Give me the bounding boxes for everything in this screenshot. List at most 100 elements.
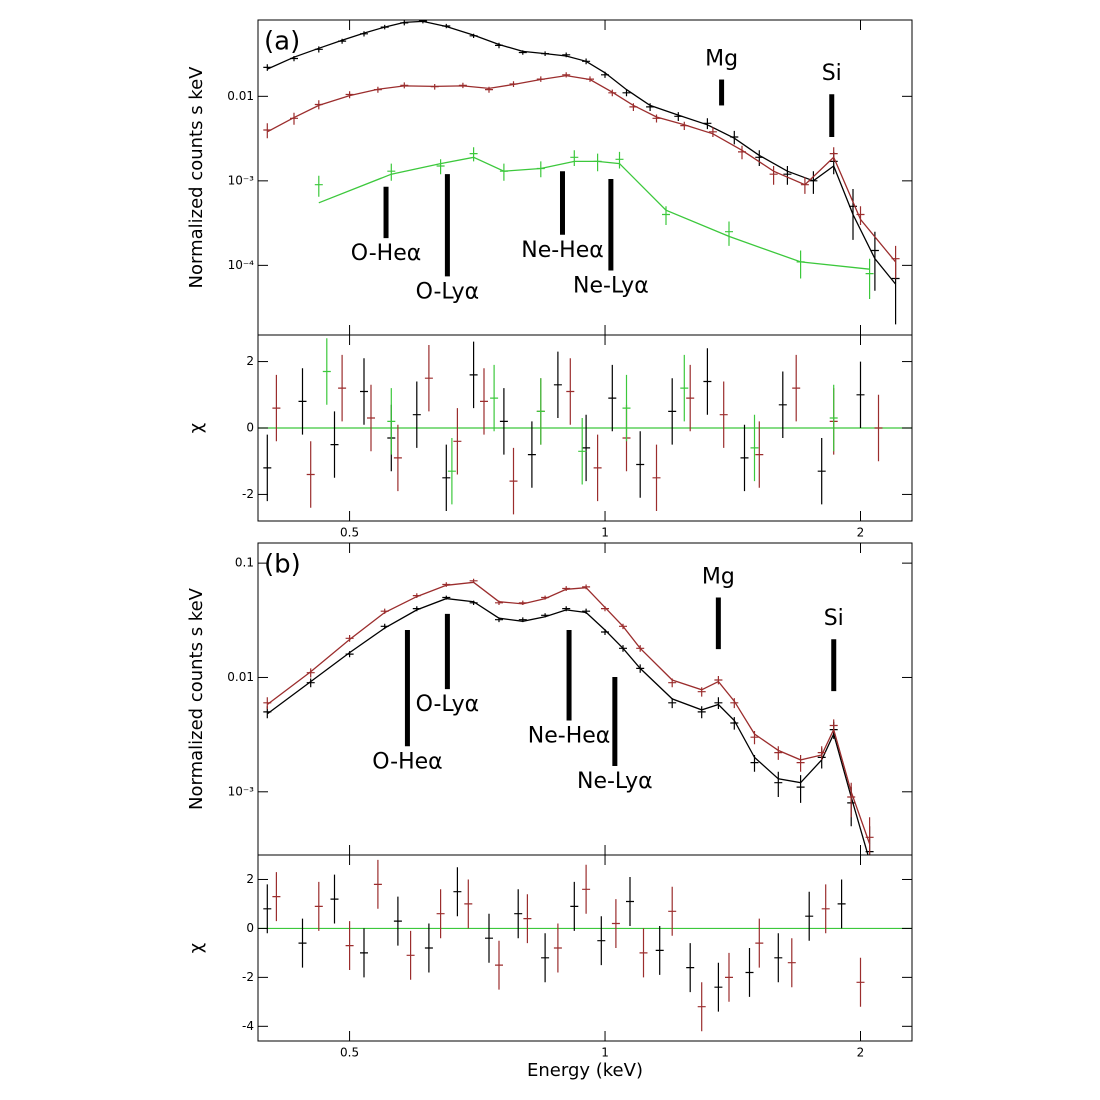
- model-line: [266, 581, 871, 845]
- data-point: [272, 374, 281, 442]
- data-point: [847, 782, 856, 818]
- line-label: O-Heα: [372, 749, 442, 774]
- data-point: [668, 678, 677, 688]
- x-tick-label: 0.5: [340, 1046, 359, 1060]
- residual-plot: [258, 338, 912, 515]
- data-point: [849, 189, 857, 240]
- data-point: [593, 434, 602, 502]
- y-tick-label: 0: [246, 921, 254, 935]
- data-point: [290, 56, 298, 62]
- data-point: [322, 338, 331, 405]
- data-point: [725, 221, 733, 246]
- data-point: [263, 123, 272, 139]
- data-point: [622, 374, 631, 442]
- data-point: [562, 52, 571, 58]
- data-point: [306, 668, 315, 678]
- data-point: [518, 50, 527, 55]
- data-point: [330, 411, 339, 478]
- data-point: [856, 206, 865, 225]
- data-point: [566, 358, 575, 425]
- data-point: [570, 150, 579, 166]
- x-tick-label: 2: [857, 526, 865, 540]
- data-point: [469, 600, 478, 605]
- data-point: [636, 645, 645, 652]
- data-point: [360, 928, 368, 978]
- x-tick-label: 2: [857, 1046, 865, 1060]
- data-point: [829, 384, 838, 452]
- data-point: [674, 112, 683, 121]
- y-axis-label: χ: [186, 423, 207, 433]
- data-point: [338, 354, 347, 422]
- data-point: [817, 746, 826, 760]
- plot-frame: [257, 854, 913, 1042]
- data-point: [856, 361, 865, 428]
- y-tick-label: 0.1: [235, 556, 254, 570]
- data-point: [668, 698, 677, 709]
- panel-label: (b): [264, 550, 301, 580]
- data-point: [615, 151, 624, 169]
- data-point: [740, 424, 749, 492]
- data-point: [697, 706, 706, 719]
- y-tick-label: -2: [242, 970, 254, 984]
- data-point: [714, 962, 723, 1012]
- line-label: Mg: [702, 565, 735, 590]
- data-point: [601, 71, 609, 78]
- y-axis-label: Normalized counts s keV: [186, 587, 207, 810]
- data-point: [582, 584, 591, 590]
- data-point: [796, 250, 805, 279]
- data-point: [714, 676, 723, 685]
- data-point: [792, 354, 801, 422]
- data-point: [646, 103, 655, 111]
- data-point: [796, 755, 805, 772]
- data-point: [424, 345, 433, 412]
- data-point: [636, 431, 645, 498]
- line-label: Ne-Lyα: [577, 769, 653, 794]
- data-point: [750, 755, 759, 772]
- data-point: [495, 617, 503, 623]
- line-label: O-Lyα: [416, 279, 480, 304]
- data-point: [485, 913, 493, 963]
- data-point: [652, 444, 661, 511]
- data-point: [714, 697, 723, 709]
- line-label: Ne-Heα: [528, 724, 611, 749]
- data-point: [523, 894, 532, 944]
- data-point: [499, 388, 508, 455]
- data-point: [458, 82, 467, 89]
- data-point: [562, 72, 571, 78]
- line-label: Ne-Heα: [521, 238, 604, 263]
- data-point: [686, 364, 695, 432]
- data-point: [536, 378, 545, 445]
- data-point: [424, 923, 433, 973]
- panel-label: (a): [264, 27, 300, 57]
- y-tick-label: -2: [242, 487, 254, 501]
- data-point: [464, 879, 473, 929]
- data-point: [442, 444, 451, 511]
- residual-plot: [258, 859, 912, 1032]
- data-point: [582, 58, 591, 65]
- data-point: [622, 89, 631, 97]
- y-tick-label: 10⁻⁴: [228, 258, 255, 272]
- data-point: [582, 414, 591, 482]
- data-point: [553, 351, 562, 418]
- data-point: [298, 918, 307, 968]
- data-point: [263, 884, 272, 934]
- data-point: [639, 928, 648, 978]
- data-point: [314, 100, 323, 110]
- y-tick-label: 10⁻³: [228, 784, 255, 798]
- data-point: [263, 697, 272, 709]
- data-point: [783, 166, 792, 185]
- data-point: [730, 130, 739, 145]
- line-label: Mg: [705, 47, 738, 72]
- data-point: [436, 889, 445, 939]
- data-point: [586, 76, 594, 82]
- data-point: [787, 938, 796, 988]
- data-point: [490, 364, 499, 432]
- data-point: [480, 368, 488, 435]
- y-axis-label: χ: [186, 943, 207, 953]
- data-point: [774, 771, 783, 797]
- data-point: [514, 889, 523, 939]
- data-point: [541, 51, 550, 56]
- y-tick-label: -4: [242, 1019, 254, 1033]
- data-point: [306, 441, 315, 508]
- data-point: [750, 414, 759, 482]
